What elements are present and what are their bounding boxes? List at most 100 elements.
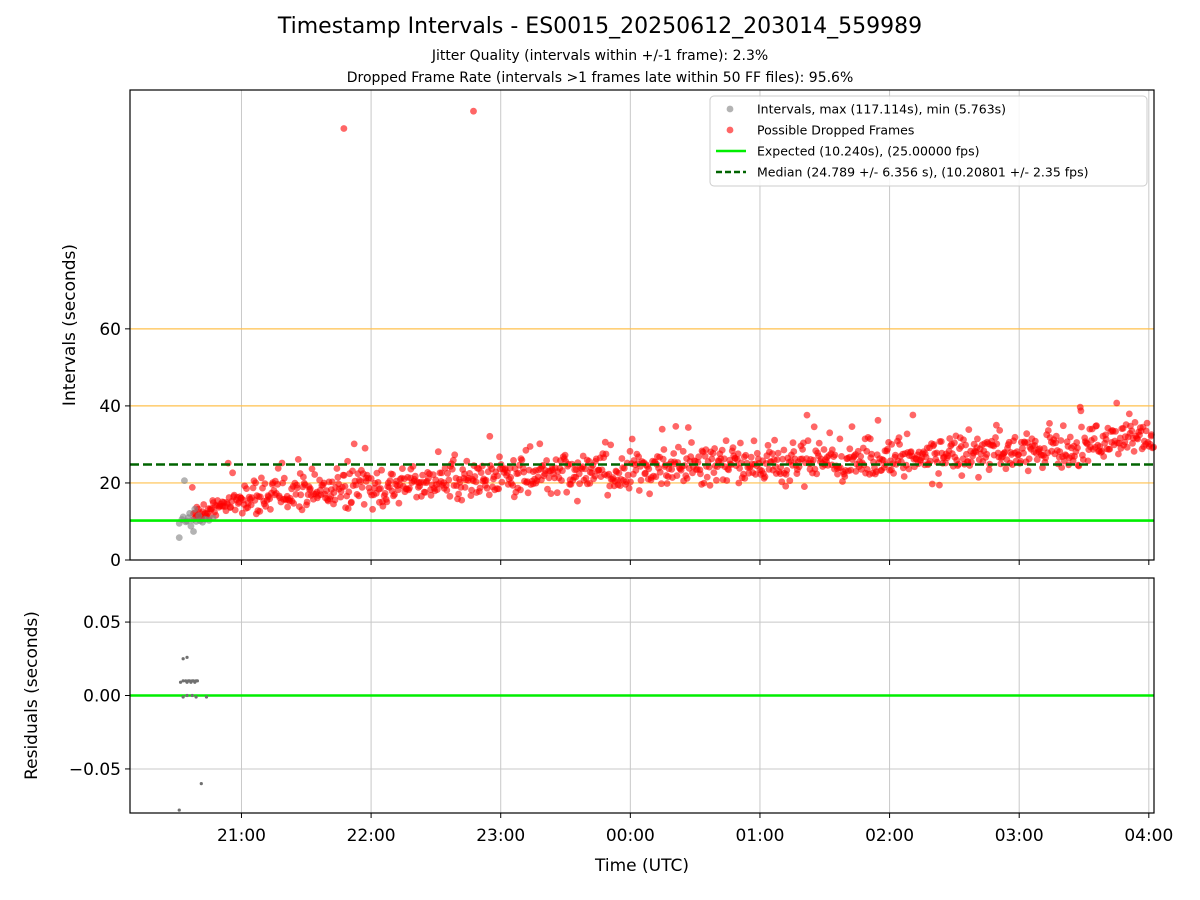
chart-subtitle-dropped: Dropped Frame Rate (intervals >1 frames … (346, 70, 854, 86)
dropped-frame-point (520, 468, 528, 476)
dropped-frame-point (983, 450, 991, 458)
dropped-frame-point (713, 476, 720, 484)
dropped-frame-point (545, 474, 553, 482)
dropped-frame-point (591, 472, 599, 480)
dropped-frame-point (581, 465, 589, 473)
dropped-frame-point (536, 440, 544, 448)
dropped-frame-point (790, 448, 798, 455)
dropped-frame-point (627, 478, 634, 486)
dropped-frame-point (333, 465, 341, 472)
dropped-frame-point (646, 490, 653, 498)
dropped-frame-point (1123, 443, 1131, 451)
dropped-frame-point (635, 453, 642, 461)
dropped-frame-point (524, 489, 532, 497)
dropped-frame-point (679, 447, 687, 455)
dropped-frame-point (467, 492, 475, 499)
dropped-frame-point (658, 425, 666, 433)
dropped-frame-point (974, 435, 981, 443)
dropped-frame-point (311, 471, 319, 478)
dropped-frame-point (374, 479, 382, 486)
dropped-frame-point (708, 455, 716, 463)
interval-point (181, 477, 188, 485)
dropped-frame-point (358, 484, 366, 491)
x-tick-label: 01:00 (735, 826, 784, 846)
dropped-frame-point (831, 451, 839, 459)
dropped-frame-point (1002, 465, 1010, 473)
dropped-frame-point (266, 495, 274, 503)
dropped-frame-point (355, 492, 363, 500)
dropped-frame-point (965, 426, 973, 433)
dropped-frame-point (778, 478, 786, 486)
dropped-frame-point (267, 506, 274, 513)
dropped-frame-point (741, 475, 749, 482)
dropped-frame-point (340, 125, 348, 132)
dropped-frame-point (706, 482, 714, 489)
dropped-frame-point (1084, 457, 1092, 465)
legend-intervals-marker (726, 105, 734, 113)
dropped-frame-point (341, 483, 349, 490)
intervals-plot-frame (129, 89, 1155, 561)
dropped-frame-point (252, 479, 259, 487)
dropped-frame-point (723, 477, 731, 484)
dropped-frame-point (1142, 427, 1150, 435)
dropped-frame-point (470, 107, 477, 115)
dropped-frame-point (357, 478, 364, 485)
dropped-frame-point (1148, 431, 1155, 439)
dropped-frame-point (476, 484, 484, 492)
dropped-frame-point (1033, 456, 1041, 463)
dropped-frame-point (1100, 453, 1108, 460)
dropped-frame-point (427, 491, 435, 499)
dropped-frame-point (331, 496, 339, 504)
dropped-frame-point (786, 477, 794, 485)
dropped-frame-point (1093, 422, 1100, 430)
dropped-frame-point (658, 480, 665, 488)
dropped-frame-point (1130, 448, 1138, 455)
dropped-frame-point (483, 484, 491, 492)
dropped-frame-point (320, 479, 328, 487)
dropped-frame-point (937, 438, 945, 445)
residual-point (178, 680, 183, 684)
dropped-frame-point (1106, 445, 1114, 453)
dropped-frame-point (926, 457, 934, 465)
dropped-frame-point (782, 482, 790, 490)
dropped-frame-point (813, 470, 821, 478)
dropped-frame-point (1113, 399, 1121, 407)
dropped-frame-point (466, 470, 473, 477)
dropped-frame-point (334, 473, 342, 481)
dropped-frame-point (367, 475, 375, 482)
dropped-frame-point (935, 470, 942, 477)
dropped-frame-point (1129, 440, 1136, 447)
dropped-frame-point (1058, 464, 1066, 471)
dropped-frame-point (884, 445, 891, 453)
dropped-frame-point (946, 435, 954, 442)
dropped-frame-point (645, 465, 653, 473)
dropped-frame-point (379, 502, 387, 510)
dropped-frame-point (509, 482, 517, 489)
dropped-frame-point (306, 485, 314, 492)
y-tick-label: 40 (99, 397, 121, 417)
dropped-frame-point (602, 450, 610, 458)
dropped-frame-point (828, 446, 836, 454)
dropped-frame-point (496, 453, 503, 461)
x-axis-label: Time (UTC) (594, 856, 689, 876)
dropped-frame-point (247, 501, 255, 509)
y-tick-label: −0.05 (69, 760, 121, 780)
residual-point (181, 679, 185, 683)
dropped-frame-point (477, 469, 485, 476)
dropped-frame-point (1024, 467, 1032, 475)
dropped-frame-point (660, 446, 668, 453)
dropped-frame-point (773, 456, 781, 463)
dropped-frame-point (803, 411, 811, 419)
dropped-frame-point (1102, 435, 1110, 443)
dropped-frame-point (1066, 433, 1074, 441)
dropped-frame-point (561, 451, 569, 459)
dropped-frame-point (857, 453, 865, 460)
dropped-frame-point (510, 457, 517, 464)
dropped-frame-point (485, 491, 493, 499)
dropped-frame-point (411, 472, 419, 480)
dropped-frame-point (761, 473, 769, 481)
dropped-frame-point (701, 452, 709, 460)
residual-point (204, 695, 209, 699)
dropped-frame-point (635, 487, 643, 494)
